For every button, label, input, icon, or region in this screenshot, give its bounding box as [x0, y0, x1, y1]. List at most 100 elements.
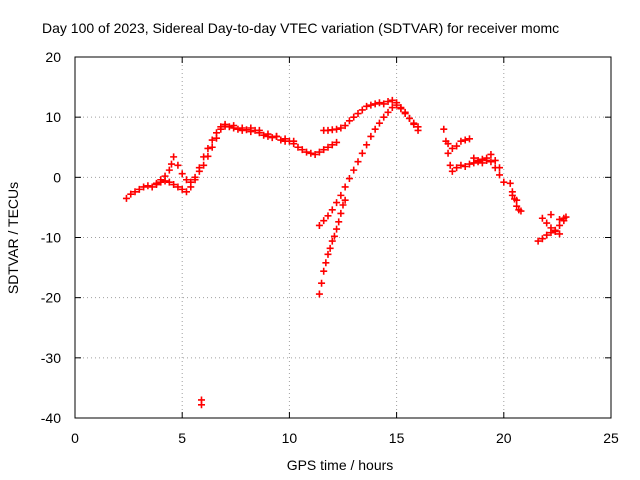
data-point [174, 161, 182, 169]
data-point [345, 175, 353, 183]
data-point [330, 232, 338, 240]
data-point [470, 154, 478, 162]
data-point [204, 144, 212, 152]
data-point [500, 178, 508, 186]
data-point [371, 100, 379, 108]
data-point [448, 167, 456, 175]
data-point [444, 149, 452, 157]
data-point [277, 136, 285, 144]
data-point [152, 179, 160, 187]
data-point [543, 231, 551, 239]
x-axis-label: GPS time / hours [287, 457, 394, 473]
data-point [333, 125, 341, 133]
y-tick-label: 0 [53, 169, 61, 185]
data-point [333, 138, 341, 146]
x-tick-label: 20 [496, 430, 512, 446]
data-point [461, 136, 469, 144]
data-point [328, 237, 336, 245]
data-point [388, 104, 396, 112]
data-point [401, 110, 409, 118]
data-point [157, 176, 165, 184]
y-tick-label: -20 [41, 290, 61, 306]
data-point [393, 101, 401, 109]
data-point [543, 219, 551, 227]
data-point [318, 279, 326, 287]
data-point [208, 136, 216, 144]
data-point [337, 191, 345, 199]
data-point [337, 124, 345, 132]
data-point [538, 214, 546, 222]
data-point [384, 108, 392, 116]
data-point [315, 148, 323, 156]
data-point [230, 122, 238, 130]
y-tick-label: -40 [41, 410, 61, 426]
data-point [333, 199, 341, 207]
grid-lines [75, 57, 611, 418]
data-point [315, 221, 323, 229]
data-point [273, 132, 281, 140]
data-point [165, 166, 173, 174]
data-point [487, 150, 495, 158]
data-point [264, 130, 272, 138]
data-point [311, 150, 319, 158]
data-point [410, 120, 418, 128]
data-point [247, 124, 255, 132]
y-tick-label: -10 [41, 230, 61, 246]
data-point [182, 188, 190, 196]
data-point [496, 164, 504, 172]
x-tick-label: 25 [603, 430, 619, 446]
data-point [513, 196, 521, 204]
data-point [213, 129, 221, 137]
data-point [547, 211, 555, 219]
data-point [478, 159, 486, 167]
data-point [461, 163, 469, 171]
x-tick-label: 10 [282, 430, 298, 446]
data-point [307, 149, 315, 157]
data-point [200, 161, 208, 169]
data-point [324, 143, 332, 151]
data-point [298, 146, 306, 154]
data-point [363, 102, 371, 110]
data-point [354, 158, 362, 166]
data-point [339, 201, 347, 209]
data-point [170, 181, 178, 189]
data-point [221, 120, 229, 128]
data-point [127, 190, 135, 198]
data-point [341, 183, 349, 191]
data-point [448, 144, 456, 152]
data-point [217, 123, 225, 131]
data-point [135, 185, 143, 193]
data-point [517, 207, 525, 215]
data-point [320, 146, 328, 154]
data-point [208, 143, 216, 151]
data-point [294, 143, 302, 151]
data-point [144, 182, 152, 190]
data-point [350, 166, 358, 174]
y-tick-label: 20 [45, 49, 61, 65]
data-point [444, 140, 452, 148]
data-point [358, 149, 366, 157]
data-point [414, 126, 422, 134]
data-point [556, 215, 564, 223]
data-point [350, 113, 358, 121]
data-point [483, 156, 491, 164]
data-point [446, 161, 454, 169]
data-point [453, 142, 461, 150]
data-points [122, 96, 570, 409]
data-point [388, 96, 396, 104]
chart-title: Day 100 of 2023, Sidereal Day-to-day VTE… [42, 20, 559, 36]
data-point [131, 188, 139, 196]
data-point [167, 160, 175, 168]
data-point [341, 196, 349, 204]
data-point [187, 178, 195, 186]
data-point [363, 141, 371, 149]
data-point [225, 123, 233, 131]
data-point [161, 172, 169, 180]
data-point [234, 125, 242, 133]
data-point [354, 110, 362, 118]
data-point [384, 98, 392, 106]
data-point [140, 183, 148, 191]
data-point [367, 101, 375, 109]
data-point [538, 235, 546, 243]
